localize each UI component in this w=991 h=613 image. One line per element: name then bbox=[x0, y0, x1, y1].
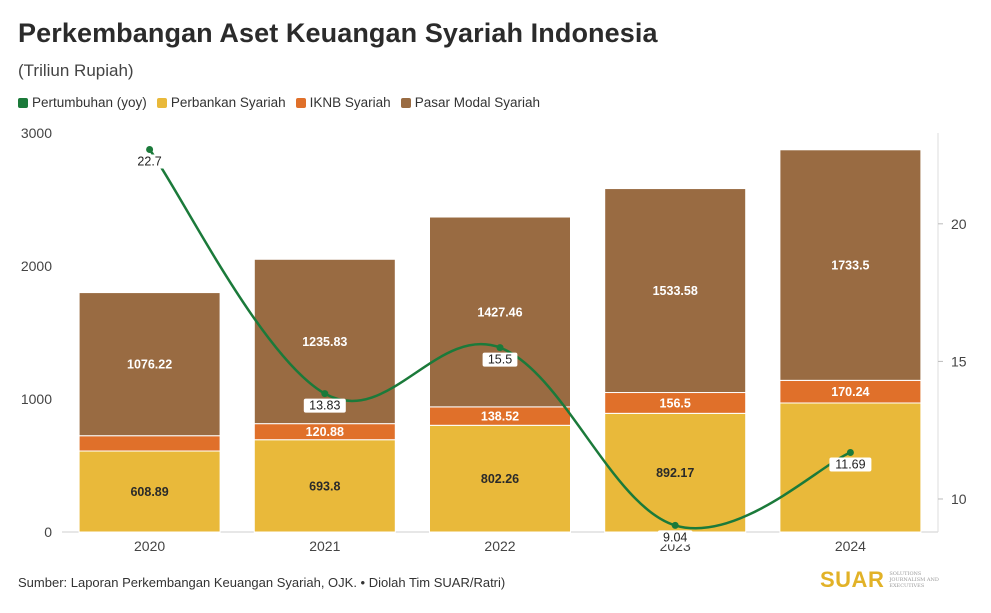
data-label-perbankan-syariah: 892.17 bbox=[656, 466, 694, 480]
legend-label-growth: Pertumbuhan (yoy) bbox=[32, 95, 147, 110]
y-right-tick-label: 10 bbox=[951, 491, 967, 507]
growth-label-bg bbox=[132, 154, 167, 169]
bar-perbankan-syariah bbox=[604, 412, 747, 533]
data-label-pasar-modal-syariah: 1427.46 bbox=[477, 305, 522, 319]
bar-perbankan-syariah bbox=[253, 439, 396, 533]
data-label-perbankan-syariah: 608.89 bbox=[130, 485, 168, 499]
data-label-pasar-modal-syariah: 1235.83 bbox=[302, 335, 347, 349]
y-left-tick-label: 0 bbox=[44, 524, 52, 540]
x-tick-label: 2024 bbox=[835, 538, 866, 554]
growth-point bbox=[496, 344, 504, 352]
growth-label-bg bbox=[657, 530, 693, 545]
bar-pasar-modal-syariah bbox=[779, 149, 922, 381]
growth-line bbox=[148, 148, 851, 530]
bar-pasar-modal-syariah bbox=[604, 188, 747, 394]
y-right-tick-label: 15 bbox=[951, 353, 967, 369]
growth-point bbox=[846, 448, 854, 456]
data-label-perbankan-syariah: 802.26 bbox=[481, 472, 519, 486]
y-left-tick-label: 1000 bbox=[21, 391, 52, 407]
x-tick-label: 2020 bbox=[134, 538, 165, 554]
growth-data-label: 13.83 bbox=[309, 399, 340, 413]
legend-label-banking: Perbankan Syariah bbox=[170, 95, 286, 110]
x-tick-label: 2022 bbox=[484, 538, 515, 554]
logo-tagline: SOLUTIONS JOURNALISM AND EXECUTIVES bbox=[889, 571, 939, 589]
growth-data-label: 9.04 bbox=[663, 530, 687, 544]
data-label-iknb-syariah: 138.52 bbox=[481, 410, 519, 424]
data-label-pasar-modal-syariah: 1076.22 bbox=[127, 358, 172, 372]
growth-data-label: 15.5 bbox=[488, 353, 512, 367]
legend: Pertumbuhan (yoy) Perbankan Syariah IKNB… bbox=[18, 95, 540, 110]
source-note: Sumber: Laporan Perkembangan Keuangan Sy… bbox=[18, 575, 506, 590]
legend-item-growth: Pertumbuhan (yoy) bbox=[18, 95, 147, 110]
legend-item-capital-market: Pasar Modal Syariah bbox=[400, 95, 540, 110]
growth-data-label: 22.7 bbox=[137, 155, 161, 169]
chart-subtitle: (Triliun Rupiah) bbox=[18, 61, 134, 80]
bar-perbankan-syariah bbox=[78, 450, 221, 533]
y-right-tick-label: 20 bbox=[951, 216, 967, 232]
bar-perbankan-syariah bbox=[429, 424, 571, 533]
bar-pasar-modal-syariah bbox=[429, 216, 571, 408]
legend-label-capital-market: Pasar Modal Syariah bbox=[414, 95, 540, 110]
data-label-perbankan-syariah: 693.8 bbox=[309, 479, 340, 493]
logo-wordmark: SUAR bbox=[820, 567, 885, 592]
bar-pasar-modal-syariah bbox=[78, 292, 221, 437]
growth-label-bg bbox=[482, 352, 518, 367]
legend-swatch-capital-market bbox=[400, 97, 411, 108]
chart-title: Perkembangan Aset Keuangan Syariah Indon… bbox=[18, 18, 658, 48]
legend-swatch-iknb bbox=[295, 97, 306, 108]
x-tick-label: 2021 bbox=[309, 538, 340, 554]
growth-label-bg bbox=[829, 457, 872, 472]
legend-swatch-banking bbox=[156, 97, 167, 108]
legend-label-iknb: IKNB Syariah bbox=[309, 95, 391, 110]
data-label-pasar-modal-syariah: 1533.58 bbox=[653, 284, 698, 298]
y-left-tick-label: 3000 bbox=[21, 125, 52, 141]
data-label-iknb-syariah: 120.88 bbox=[306, 425, 344, 439]
legend-swatch-growth bbox=[18, 97, 28, 108]
y-left-tick-label: 2000 bbox=[21, 258, 52, 274]
growth-point bbox=[146, 146, 154, 154]
data-label-iknb-syariah: 170.24 bbox=[831, 385, 869, 399]
growth-point bbox=[671, 521, 679, 529]
growth-label-bg bbox=[303, 398, 346, 413]
legend-item-banking: Perbankan Syariah bbox=[156, 95, 286, 110]
bar-iknb-syariah bbox=[78, 435, 221, 452]
growth-data-label: 11.69 bbox=[835, 457, 865, 471]
brand-logo: SUAR SOLUTIONS JOURNALISM AND EXECUTIVES bbox=[820, 567, 951, 593]
legend-item-iknb: IKNB Syariah bbox=[295, 95, 391, 110]
growth-point bbox=[321, 390, 329, 398]
data-label-pasar-modal-syariah: 1733.5 bbox=[831, 259, 869, 273]
data-label-iknb-syariah: 156.5 bbox=[660, 396, 691, 410]
